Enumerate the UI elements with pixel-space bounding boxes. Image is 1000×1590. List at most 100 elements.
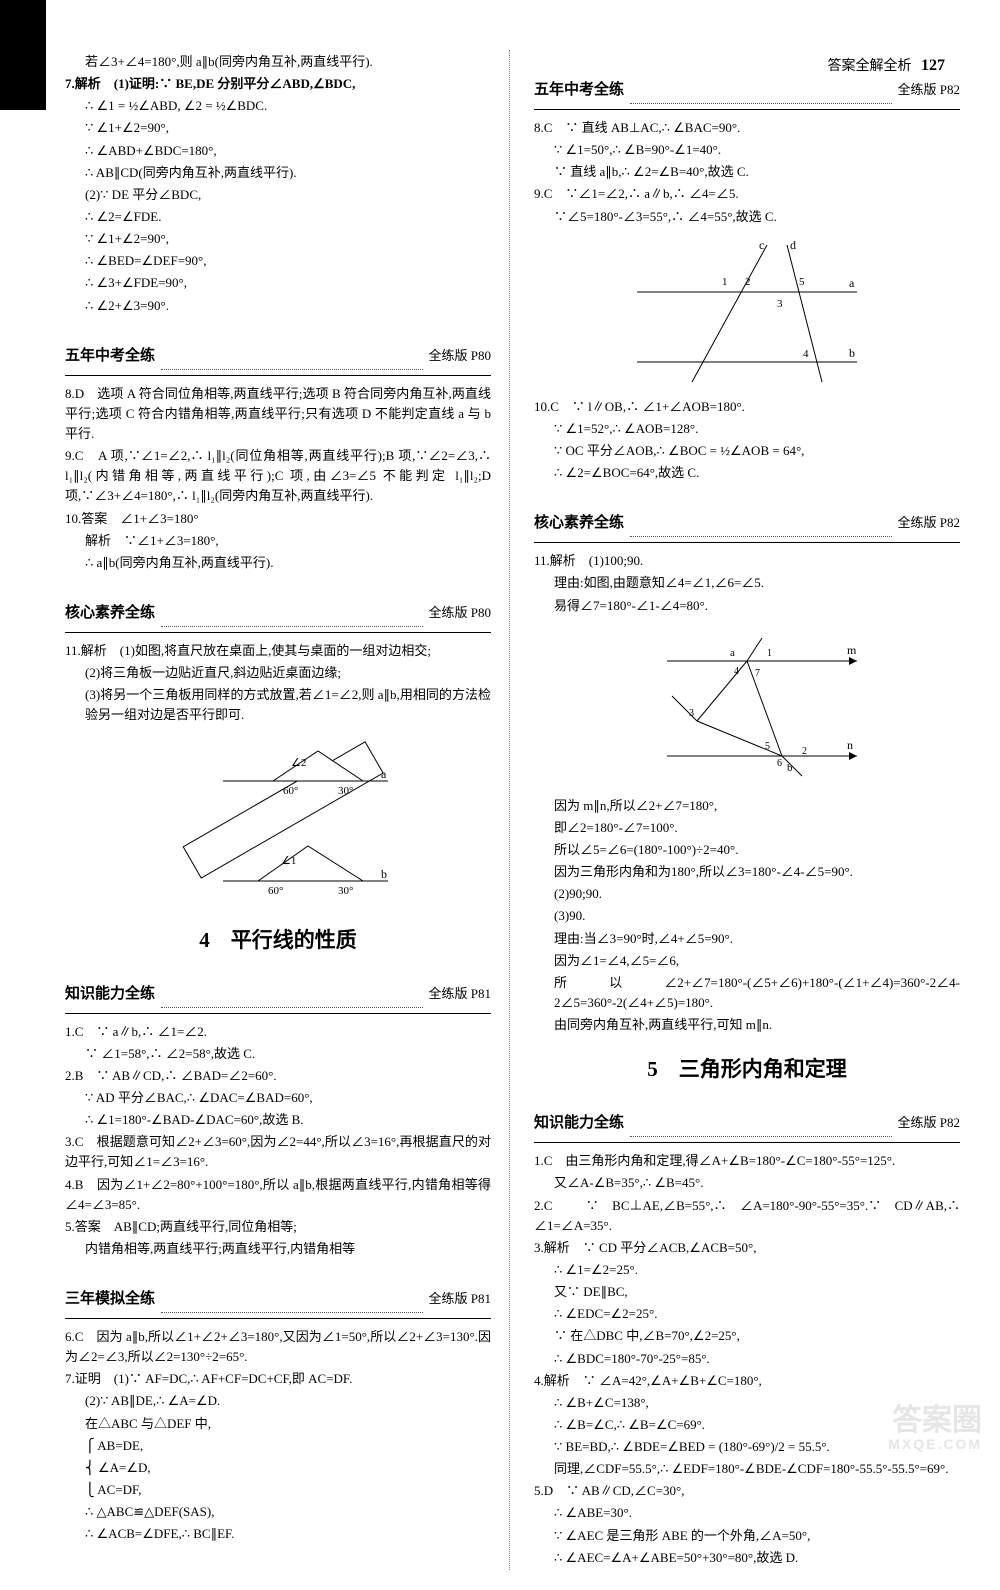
body-text: 10.C ∵ l∥OB,∴ ∠1+∠AOB=180°. — [534, 397, 960, 417]
body-text: 5.D ∵ AB∥CD,∠C=30°, — [534, 1481, 960, 1501]
body-text: 又∠A-∠B=35°,∴ ∠B=45°. — [534, 1173, 960, 1193]
body-text: (3)90. — [534, 906, 960, 926]
svg-text:30°: 30° — [338, 785, 353, 797]
body-text: 在△ABC 与△DEF 中, — [65, 1414, 491, 1434]
left-column: 若∠3+∠4=180°,则 a∥b(同旁内角互补,两直线平行). 7.解析 (1… — [65, 50, 510, 1570]
svg-text:c: c — [759, 238, 764, 252]
section-heading: 核心素养全练 全练版 P82 — [534, 497, 960, 536]
figure-mn-triangle: m n a b 1 4 7 3 2 5 6 — [534, 626, 960, 786]
svg-text:∠1: ∠1 — [281, 855, 296, 867]
svg-text:2: 2 — [802, 746, 807, 757]
page-number: 127 — [921, 57, 945, 74]
section-ref: 全练版 P82 — [898, 512, 960, 531]
body-text: ∴ AB∥CD(同旁内角互补,两直线平行). — [65, 163, 491, 183]
figure-crossed-lines: a b c d 1 2 5 3 4 — [534, 237, 960, 387]
section-title: 知识能力全练 — [65, 982, 155, 1003]
body-text: 因为三角形内角和为180°,所以∠3=180°-∠4-∠5=90°. — [534, 862, 960, 882]
svg-text:a: a — [730, 647, 735, 659]
svg-text:d: d — [790, 238, 796, 252]
watermark: 答案圈 MXQE.COM — [888, 1404, 982, 1452]
body-text: 2.C ∵ BC⊥AE,∠B=55°,∴ ∠A=180°-90°-55°=35°… — [534, 1196, 960, 1236]
body-text: (2)∵ AB∥DE,∴ ∠A=∠D. — [65, 1391, 491, 1411]
svg-text:b: b — [849, 346, 855, 360]
svg-text:5: 5 — [799, 276, 805, 288]
svg-text:60°: 60° — [283, 785, 298, 797]
body-text: 3.C 根据题意可知∠2+∠3=60°,因为∠2=44°,所以∠3=16°,再根… — [65, 1132, 491, 1172]
body-text: (3)将另一个三角板用同样的方式放置,若∠1=∠2,则 a∥b,用相同的方法检验… — [65, 685, 491, 725]
section-heading: 知识能力全练 全练版 P82 — [534, 1097, 960, 1136]
body-text: 9.C A 项,∵∠1=∠2,∴ l₁∥l₂(同位角相等,两直线平行);B 项,… — [65, 446, 491, 506]
dot-rule — [161, 1007, 423, 1008]
section-heading: 知识能力全练 全练版 P81 — [65, 968, 491, 1007]
body-text: ∴ ∠2=∠FDE. — [65, 207, 491, 227]
svg-text:1: 1 — [722, 276, 728, 288]
body-text: ∵ ∠1+∠2=90°, — [65, 118, 491, 138]
body-text: 8.C ∵ 直线 AB⊥AC,∴ ∠BAC=90°. — [534, 118, 960, 138]
body-text: 由同旁内角互补,两直线平行,可知 m∥n. — [534, 1015, 960, 1035]
hrule — [65, 632, 491, 633]
svg-text:a: a — [381, 767, 387, 781]
body-text: 理由:如图,由题意知∠4=∠1,∠6=∠5. — [534, 573, 960, 593]
dot-rule — [630, 1136, 892, 1137]
section-ref: 全练版 P80 — [429, 602, 491, 621]
chapter-title: 5 三角形内角和定理 — [534, 1053, 960, 1083]
chapter-title: 4 平行线的性质 — [65, 924, 491, 954]
body-text: ∵ ∠AEC 是三角形 ABE 的一个外角,∠A=50°, — [534, 1526, 960, 1546]
body-text: 11.解析 (1)如图,将直尺放在桌面上,使其与桌面的一组对边相交; — [65, 641, 491, 661]
body-text: 3.解析 ∵ CD 平分∠ACB,∠ACB=50°, — [534, 1238, 960, 1258]
body-text: ∵ ∠1=50°,∴ ∠B=90°-∠1=40°. — [534, 140, 960, 160]
body-text: 11.解析 (1)100;90. — [534, 551, 960, 571]
section-ref: 全练版 P82 — [898, 1112, 960, 1131]
body-text: ∵ ∠1=52°,∴ ∠AOB=128°. — [534, 419, 960, 439]
body-text: 理由:当∠3=90°时,∠4+∠5=90°. — [534, 929, 960, 949]
body-text: 2.B ∵ AB∥CD,∴ ∠BAD=∠2=60°. — [65, 1066, 491, 1086]
figure-triangle-rulers: a ∠2 60° 30° b ∠1 60° 30° — [65, 736, 491, 906]
body-text: 4.B 因为∠1+∠2=80°+100°=180°,所以 a∥b,根据两直线平行… — [65, 1175, 491, 1215]
body-text: ∴ ∠2=∠BOC=64°,故选 C. — [534, 463, 960, 483]
svg-text:6: 6 — [777, 758, 782, 769]
body-text: ∵ ∠1=58°,∴ ∠2=58°,故选 C. — [65, 1044, 491, 1064]
svg-text:5: 5 — [765, 741, 770, 752]
body-text: ⎧ AB=DE, — [65, 1436, 491, 1456]
body-text: 6.C 因为 a∥b,所以∠1+∠2+∠3=180°,又因为∠1=50°,所以∠… — [65, 1327, 491, 1367]
hrule — [534, 542, 960, 543]
page-header: 答案全解全析 127 — [828, 55, 946, 75]
section-ref: 全练版 P80 — [429, 345, 491, 364]
dot-rule — [161, 1312, 423, 1313]
svg-text:3: 3 — [777, 298, 783, 310]
body-text: ∵ 直线 a∥b,∴ ∠2=∠B=40°,故选 C. — [534, 162, 960, 182]
body-text: 1.C ∵ a∥b,∴ ∠1=∠2. — [65, 1022, 491, 1042]
body-text: 若∠3+∠4=180°,则 a∥b(同旁内角互补,两直线平行). — [65, 52, 491, 72]
svg-text:n: n — [847, 738, 853, 752]
body-text: 1.C 由三角形内角和定理,得∠A+∠B=180°-∠C=180°-55°=12… — [534, 1151, 960, 1171]
hrule — [534, 109, 960, 110]
page-spine — [0, 0, 46, 110]
body-text: ∴ ∠3+∠FDE=90°, — [65, 273, 491, 293]
body-text: ∴ ∠ACB=∠DFE,∴ BC∥EF. — [65, 1524, 491, 1544]
body-text: ∴ ∠BDC=180°-70°-25°=85°. — [534, 1349, 960, 1369]
hrule — [65, 1013, 491, 1014]
dot-rule — [161, 369, 423, 370]
svg-text:3: 3 — [689, 708, 694, 719]
svg-text:2: 2 — [745, 276, 751, 288]
body-text: 5.答案 AB∥CD;两直线平行,同位角相等; — [65, 1217, 491, 1237]
svg-text:7: 7 — [755, 668, 760, 679]
body-text: ∴ ∠1=∠2=25°. — [534, 1260, 960, 1280]
body-text: ∵ 在△DBC 中,∠B=70°,∠2=25°, — [534, 1326, 960, 1346]
body-text: ∴ ∠ABE=30°. — [534, 1503, 960, 1523]
body-text: 即∠2=180°-∠7=100°. — [534, 818, 960, 838]
hrule — [534, 1142, 960, 1143]
section-title: 五年中考全练 — [534, 78, 624, 99]
svg-text:30°: 30° — [338, 885, 353, 897]
body-text: 易得∠7=180°-∠1-∠4=80°. — [534, 596, 960, 616]
svg-text:60°: 60° — [268, 885, 283, 897]
dot-rule — [630, 536, 892, 537]
body-text: 10.答案 ∠1+∠3=180° — [65, 509, 491, 529]
body-text: ∴ ∠1=180°-∠BAD-∠DAC=60°,故选 B. — [65, 1110, 491, 1130]
body-text: ∴ ∠AEC=∠A+∠ABE=50°+30°=80°,故选 D. — [534, 1548, 960, 1568]
body-text: ∵∠5=180°-∠3=55°,∴ ∠4=55°,故选 C. — [534, 207, 960, 227]
body-text: ∵ OC 平分∠AOB,∴ ∠BOC = ½∠AOB = 64°, — [534, 441, 960, 461]
svg-text:a: a — [849, 276, 855, 290]
section-ref: 全练版 P82 — [898, 79, 960, 98]
right-column: 五年中考全练 全练版 P82 8.C ∵ 直线 AB⊥AC,∴ ∠BAC=90°… — [530, 50, 960, 1570]
